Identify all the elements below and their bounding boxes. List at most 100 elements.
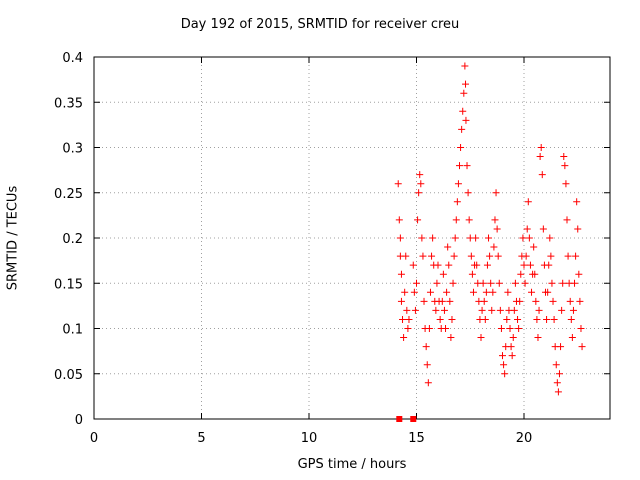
data-point <box>403 306 411 314</box>
data-point <box>560 153 568 161</box>
y-tick-label: 0.25 <box>54 187 83 202</box>
data-point <box>515 325 523 332</box>
data-point <box>522 252 530 260</box>
data-point <box>436 315 444 323</box>
data-point <box>492 189 500 197</box>
y-tick-label: 0 <box>75 413 83 428</box>
data-point <box>554 388 562 396</box>
data-point <box>568 334 576 342</box>
data-point <box>419 252 427 260</box>
data-point <box>501 370 509 378</box>
data-point <box>552 361 560 369</box>
data-point <box>461 62 469 70</box>
data-point <box>402 252 410 260</box>
data-point <box>530 243 538 251</box>
data-point <box>426 288 434 296</box>
data-point <box>396 234 404 242</box>
data-point <box>395 216 403 224</box>
data-point <box>428 252 436 260</box>
data-point <box>524 198 532 206</box>
data-point <box>401 288 409 296</box>
data-point <box>479 279 487 287</box>
chart-title: Day 192 of 2015, SRMTID for receiver cre… <box>180 17 460 32</box>
data-point <box>464 189 472 197</box>
data-point <box>415 189 423 197</box>
data-point <box>445 261 453 269</box>
data-point <box>416 171 424 179</box>
data-point <box>506 325 514 332</box>
data-point <box>553 379 561 387</box>
data-point <box>494 252 502 260</box>
data-point <box>525 234 533 242</box>
data-point <box>447 334 455 342</box>
data-point <box>535 306 543 314</box>
data-point <box>496 306 504 314</box>
data-point <box>509 334 517 342</box>
data-point <box>439 270 447 278</box>
data-point <box>544 288 552 296</box>
data-point <box>533 315 541 323</box>
data-point <box>517 270 525 278</box>
data-point <box>548 279 556 287</box>
data-point <box>465 216 473 224</box>
data-point <box>477 334 485 342</box>
data-point <box>400 334 408 342</box>
data-point <box>523 225 531 233</box>
data-point <box>500 361 508 369</box>
data-point <box>569 306 577 314</box>
data-point <box>462 80 470 88</box>
data-point <box>516 297 524 305</box>
baseline-point <box>396 416 403 422</box>
x-tick-label: 10 <box>301 431 318 446</box>
data-point <box>453 198 461 206</box>
y-tick-label: 0.2 <box>62 232 83 247</box>
data-point <box>424 379 432 387</box>
data-point <box>575 270 583 278</box>
data-point <box>444 243 452 251</box>
data-point <box>480 297 488 305</box>
data-point <box>433 279 441 287</box>
data-point <box>397 270 405 278</box>
data-point <box>446 297 454 305</box>
data-point <box>423 361 431 369</box>
data-point <box>520 261 528 269</box>
data-point <box>490 243 498 251</box>
data-point <box>499 352 506 360</box>
data-point <box>411 306 419 314</box>
x-tick-label: 5 <box>197 431 205 446</box>
x-tick-label: 15 <box>408 431 425 446</box>
data-point <box>442 325 450 332</box>
data-point <box>486 252 494 260</box>
data-point <box>460 89 468 97</box>
data-point <box>488 306 496 314</box>
data-point <box>534 334 542 342</box>
data-points <box>394 62 586 422</box>
y-tick-label: 0.1 <box>62 323 83 338</box>
data-point <box>561 162 569 170</box>
x-axis-label: GPS time / hours <box>297 457 407 472</box>
data-point <box>413 279 420 287</box>
data-point <box>557 343 565 351</box>
data-point <box>485 234 493 242</box>
data-point <box>410 288 418 296</box>
data-point <box>549 297 557 305</box>
tick-labels: 0 5 10 15 20 0 0.05 0.1 0.15 0.2 0.25 0.3 0.35 0.4 <box>54 51 532 446</box>
data-point <box>422 343 430 351</box>
data-point <box>440 306 448 314</box>
data-point <box>468 270 476 278</box>
y-tick-label: 0.4 <box>62 51 83 66</box>
data-point <box>566 297 574 305</box>
data-point <box>547 252 555 260</box>
data-point <box>519 234 527 242</box>
data-point <box>571 279 579 287</box>
data-point <box>564 252 572 260</box>
data-point <box>532 297 540 305</box>
data-point <box>508 352 516 360</box>
data-point <box>456 162 463 170</box>
data-point <box>418 234 426 242</box>
data-point <box>503 315 511 323</box>
data-point <box>576 297 584 305</box>
data-point <box>429 234 437 242</box>
data-point <box>452 216 460 224</box>
